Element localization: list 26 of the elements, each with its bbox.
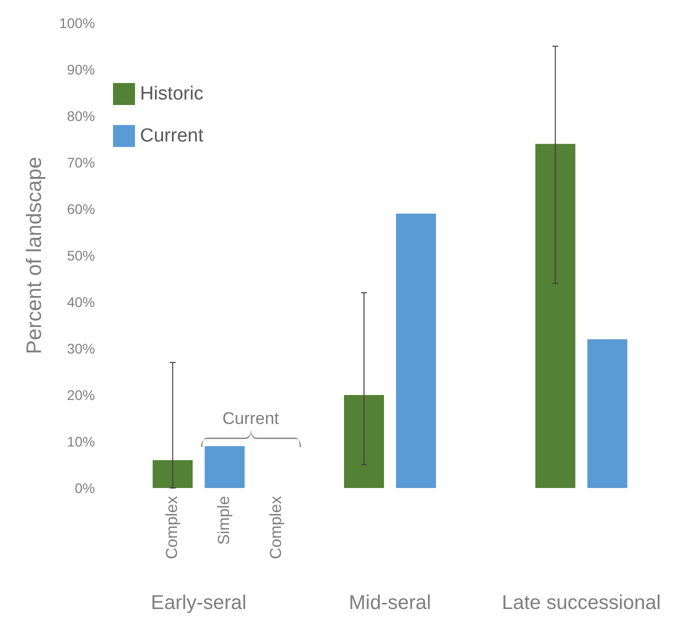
y-tick-label: 10% <box>66 434 95 450</box>
y-tick-label: 100% <box>59 15 95 31</box>
y-tick-label: 0% <box>74 480 95 496</box>
bar <box>587 339 628 488</box>
y-axis-title: Percent of landscape <box>23 156 46 354</box>
bar <box>396 214 436 488</box>
annotation: Current <box>222 408 280 428</box>
x-tick-label: Mid-seral <box>348 592 432 614</box>
bar <box>152 460 193 488</box>
y-tick-label: 60% <box>66 201 95 217</box>
text: Complex <box>164 496 182 560</box>
text: Complex <box>268 496 286 560</box>
y-tick-label: 70% <box>66 154 95 170</box>
bar <box>535 144 576 488</box>
y-tick-label: 40% <box>66 294 95 310</box>
legend-label: Historic <box>140 84 204 104</box>
y-tick-label: 90% <box>66 62 95 78</box>
y-tick-label: 30% <box>66 340 95 356</box>
y-tick-label: 50% <box>66 248 95 264</box>
text: Simple <box>216 496 234 545</box>
x-tick-label: Early-seral <box>150 592 246 614</box>
y-tick-label: 80% <box>66 108 95 124</box>
legend-label: Current <box>140 126 204 146</box>
x-tick-label: Late successional <box>502 592 661 614</box>
y-tick-label: 20% <box>66 387 95 403</box>
bar <box>344 395 384 488</box>
